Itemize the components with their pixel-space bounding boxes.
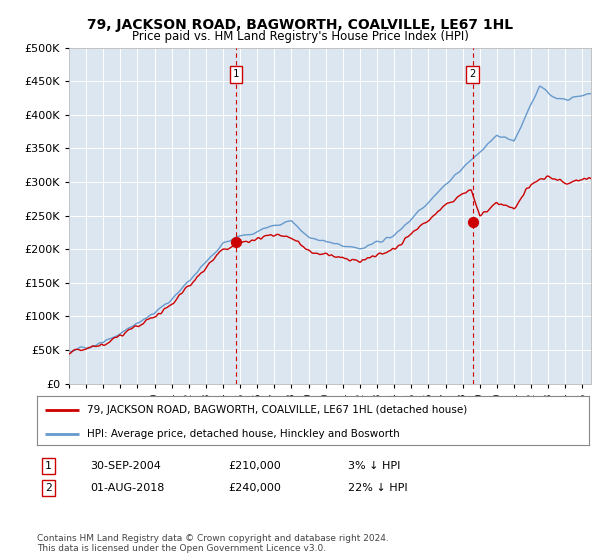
Text: 1: 1 [45,461,52,471]
Text: 22% ↓ HPI: 22% ↓ HPI [348,483,407,493]
Point [468,218,478,227]
Text: 2: 2 [45,483,52,493]
Text: HPI: Average price, detached house, Hinckley and Bosworth: HPI: Average price, detached house, Hinc… [87,430,400,440]
Text: £240,000: £240,000 [228,483,281,493]
Text: 2: 2 [469,69,476,80]
Point [231,238,241,247]
Text: 3% ↓ HPI: 3% ↓ HPI [348,461,400,471]
Text: 01-AUG-2018: 01-AUG-2018 [90,483,164,493]
Text: £210,000: £210,000 [228,461,281,471]
Text: 30-SEP-2004: 30-SEP-2004 [90,461,161,471]
Text: 79, JACKSON ROAD, BAGWORTH, COALVILLE, LE67 1HL: 79, JACKSON ROAD, BAGWORTH, COALVILLE, L… [87,18,513,32]
Text: Contains HM Land Registry data © Crown copyright and database right 2024.
This d: Contains HM Land Registry data © Crown c… [37,534,389,553]
Text: Price paid vs. HM Land Registry's House Price Index (HPI): Price paid vs. HM Land Registry's House … [131,30,469,43]
Text: 1: 1 [233,69,239,80]
Text: 79, JACKSON ROAD, BAGWORTH, COALVILLE, LE67 1HL (detached house): 79, JACKSON ROAD, BAGWORTH, COALVILLE, L… [87,405,467,415]
